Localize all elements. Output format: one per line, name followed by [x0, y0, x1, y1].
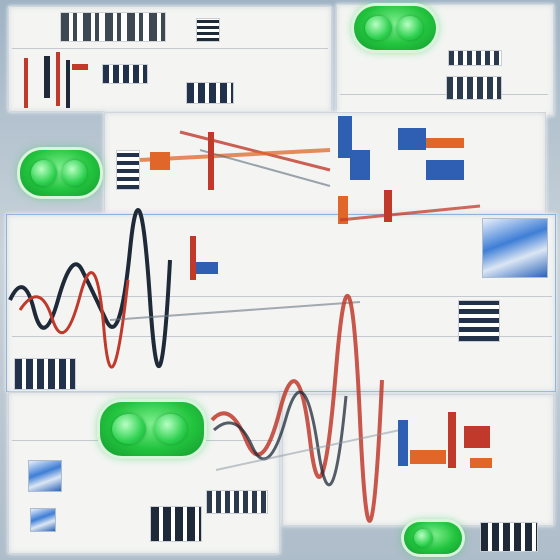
divider	[12, 336, 552, 337]
toggle-knob	[365, 15, 392, 41]
toggle-knob	[154, 413, 188, 445]
image-thumbnail-icon[interactable]	[482, 218, 548, 278]
toggle-bottom-center[interactable]	[100, 402, 204, 456]
divider	[340, 94, 548, 95]
text-block	[206, 490, 268, 514]
text-block	[116, 150, 140, 190]
text-block	[150, 506, 202, 542]
text-block	[60, 12, 166, 42]
toggle-knob	[61, 160, 88, 186]
bar-glyph-icon	[338, 116, 464, 224]
toggle-knob	[414, 529, 433, 547]
text-block	[480, 522, 538, 552]
divider	[12, 48, 328, 49]
text-block	[186, 82, 234, 104]
text-block	[196, 18, 220, 42]
toggle-left-middle[interactable]	[20, 150, 100, 196]
bar-glyph-icon	[24, 52, 88, 108]
bar-glyph-icon	[398, 412, 492, 468]
toggle-knob	[112, 413, 146, 445]
text-block	[14, 358, 76, 390]
text-block	[446, 76, 502, 100]
divider	[12, 296, 552, 297]
panel-upper-middle	[104, 112, 546, 214]
text-block	[458, 300, 500, 342]
toggle-knob	[31, 160, 57, 186]
text-block	[102, 64, 148, 84]
image-thumbnail-icon[interactable]	[30, 508, 56, 532]
toggle-bottom-right[interactable]	[404, 522, 462, 554]
text-block	[448, 50, 502, 66]
toggle-top-right[interactable]	[354, 6, 436, 50]
image-thumbnail-icon[interactable]	[28, 460, 62, 492]
toggle-knob	[396, 15, 423, 41]
